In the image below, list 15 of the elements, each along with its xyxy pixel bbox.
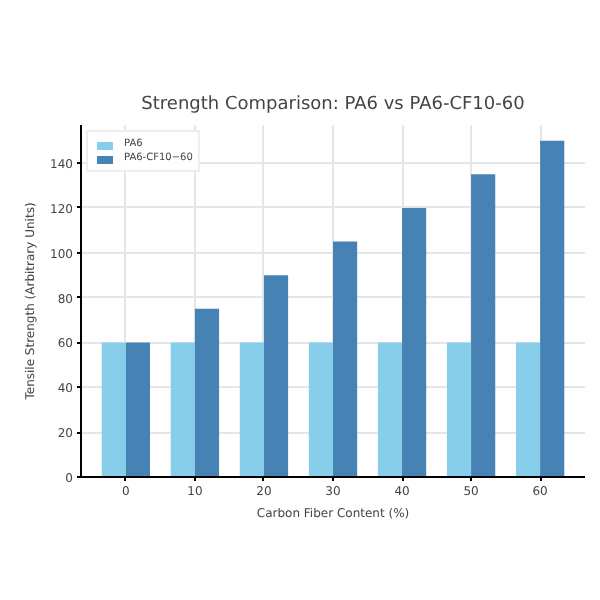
bar — [170, 342, 195, 477]
bar — [333, 241, 358, 477]
bar — [308, 342, 333, 477]
bar — [263, 275, 289, 477]
bar — [446, 342, 472, 477]
bar — [239, 342, 264, 477]
bar — [101, 342, 126, 477]
bar — [125, 342, 151, 477]
chart-title: Strength Comparison: PA6 vs PA6-CF10-60 — [141, 95, 526, 115]
bar — [540, 140, 565, 477]
bar — [471, 174, 496, 477]
bar — [402, 207, 427, 477]
bar — [515, 342, 541, 477]
bar — [194, 308, 220, 477]
bar — [377, 342, 403, 477]
